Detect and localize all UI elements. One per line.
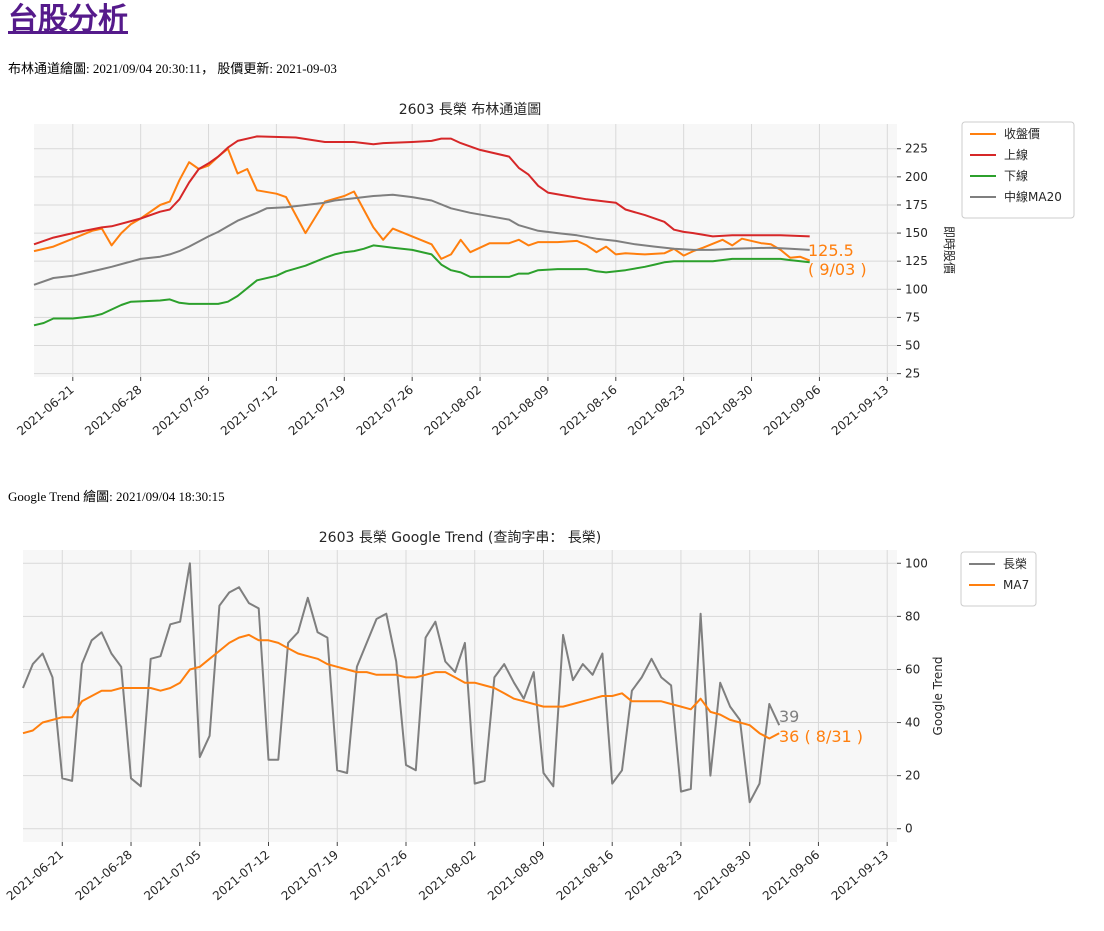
x-tick-label: 2021-08-16: [554, 848, 616, 904]
x-tick-label: 2021-08-09: [489, 383, 551, 439]
y-tick-label: 200: [905, 170, 928, 184]
series-line-1: [22, 562, 781, 804]
legend-label: 中線MA20: [1004, 189, 1062, 204]
trend-caption: Google Trend 繪圖: 2021/09/04 18:30:15: [8, 489, 225, 504]
y-tick-label: 25: [905, 367, 920, 381]
legend-label: 下線: [1004, 168, 1028, 183]
google-trend-chart: 2603 長榮 Google Trend (查詢字串： 長榮) 0 20 40 60 8…: [4, 530, 1037, 903]
last-price-value: 125.5: [808, 241, 854, 260]
page-title[interactable]: 台股分析: [8, 2, 128, 37]
y-tick-label: 125: [905, 254, 928, 268]
x-tick-label: 2021-06-28: [73, 848, 135, 904]
trend-last-value: 39: [779, 707, 799, 726]
x-tick-label: 2021-09-06: [761, 383, 823, 439]
x-tick-label: 2021-06-28: [82, 383, 144, 439]
x-tick-label: 2021-09-06: [760, 848, 822, 904]
bollinger-caption: 布林通道繪圖: 2021/09/04 20:30:11， 股價更新: 2021-…: [8, 61, 337, 76]
plot-area: [34, 124, 897, 377]
grid: [23, 550, 897, 842]
legend-label: MA7: [1003, 578, 1029, 592]
x-tick-label: 2021-08-16: [557, 383, 619, 439]
x-tick-label: 2021-08-30: [693, 383, 755, 439]
series-line-2: [33, 135, 810, 246]
legend: 長榮 MA7: [960, 551, 1037, 607]
series-line-4: [33, 193, 810, 286]
legend-label: 長榮: [1003, 557, 1027, 571]
x-tick-label: 2021-07-19: [286, 383, 348, 439]
x-tick-label: 2021-08-09: [485, 848, 547, 904]
y-tick-label: 20: [905, 769, 920, 783]
y-tick-label: 80: [905, 609, 920, 623]
x-tick-label: 2021-08-02: [416, 848, 478, 904]
legend-label: 上線: [1004, 147, 1028, 162]
series-lines: [22, 562, 781, 804]
x-tick-label: 2021-07-05: [150, 383, 212, 439]
y-tick-label: 100: [905, 556, 928, 570]
legend-box: [961, 121, 1075, 219]
y-tick-label: 75: [905, 310, 920, 324]
y-tick-label: 225: [905, 142, 928, 156]
x-tick-label: 2021-09-13: [829, 848, 891, 904]
ma7-last-value: 36 ( 8/31 ): [779, 727, 863, 746]
chart-title: 2603 長榮 布林通道圖: [399, 102, 542, 118]
last-price-date: ( 9/03 ): [808, 260, 867, 279]
x-axis: 2021-06-21 2021-06-28 2021-07-05 2021-07-12…: [14, 377, 891, 438]
x-tick-label: 2021-08-02: [422, 383, 484, 439]
x-tick-label: 2021-07-19: [279, 848, 341, 904]
plot-area: [23, 550, 897, 842]
x-tick-label: 2021-07-12: [210, 848, 272, 904]
x-tick-label: 2021-08-23: [625, 383, 687, 439]
y-tick-label: 60: [905, 662, 920, 676]
y-tick-label: 100: [905, 282, 928, 296]
x-tick-label: 2021-07-26: [354, 383, 416, 439]
x-tick-label: 2021-07-05: [141, 848, 203, 904]
y-tick-label: 150: [905, 226, 928, 240]
y-tick-label: 175: [905, 198, 928, 212]
y-axis: 0 20 40 60 80 100: [897, 556, 928, 836]
legend-label: 收盤價: [1004, 127, 1040, 141]
series-line-1: [33, 147, 811, 262]
x-tick-label: 2021-06-21: [14, 383, 76, 439]
y-axis-label: Google Trend: [931, 657, 945, 736]
chart-title: 2603 長榮 Google Trend (查詢字串： 長榮): [319, 530, 602, 546]
series-lines: [33, 135, 811, 327]
y-tick-label: 40: [905, 716, 920, 730]
y-tick-label: 50: [905, 339, 920, 353]
series-line-3: [33, 244, 810, 327]
x-tick-label: 2021-07-12: [218, 383, 280, 439]
x-axis: 2021-06-21 2021-06-28 2021-07-05 2021-07-12…: [4, 842, 891, 903]
x-tick-label: 2021-08-23: [622, 848, 684, 904]
x-tick-label: 2021-08-30: [691, 848, 753, 904]
x-tick-label: 2021-09-13: [829, 383, 891, 439]
x-tick-label: 2021-06-21: [4, 848, 66, 904]
y-tick-label: 0: [905, 822, 913, 836]
y-axis-label: 即時股價: [942, 226, 956, 274]
y-axis: 25 50 75 100 125 150 175 200 225: [897, 142, 928, 381]
x-tick-label: 2021-07-26: [347, 848, 409, 904]
legend-box: [960, 551, 1037, 607]
bollinger-chart: 2603 長榮 布林通道圖 25 50 75 100 125 150 175 200 225 2…: [14, 102, 1075, 438]
series-line-2: [22, 633, 780, 740]
